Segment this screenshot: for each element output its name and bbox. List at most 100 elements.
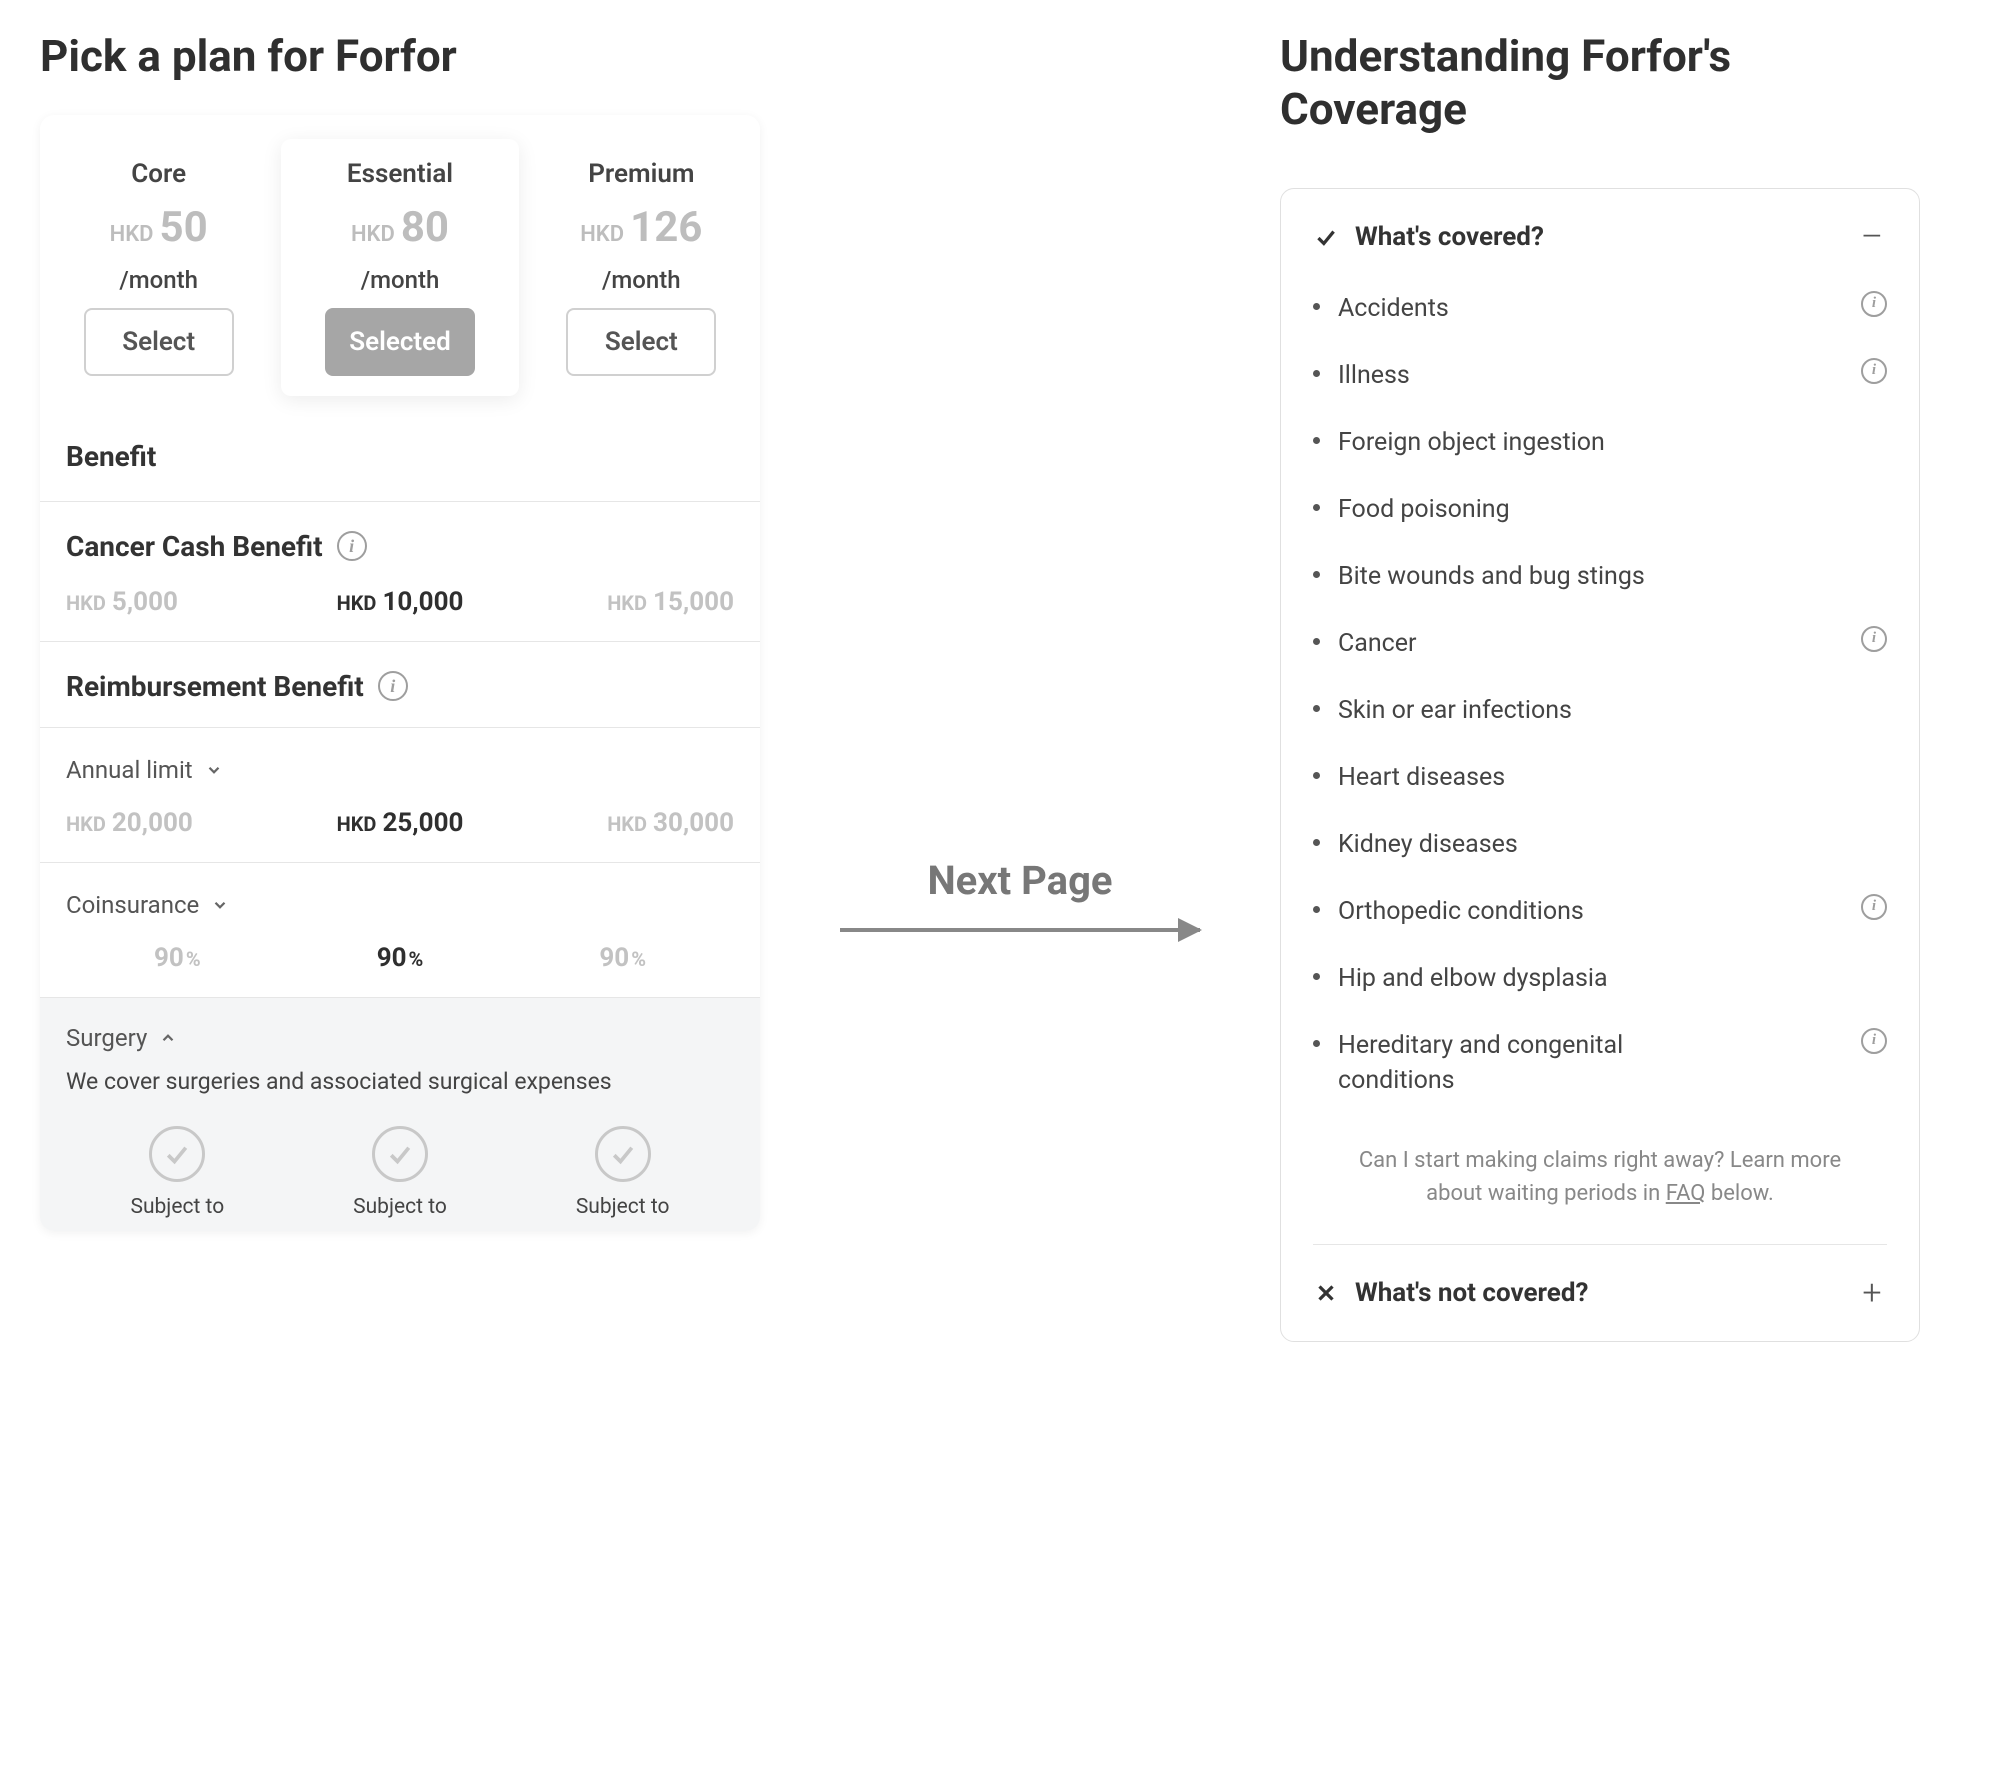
annual-premium-value: HKD30,000	[511, 808, 734, 838]
cancer-core-value: HKD5,000	[66, 587, 289, 617]
coverage-item-label: Hereditary and congenital conditions	[1338, 1028, 1698, 1098]
coverage-item: Orthopedic conditions i	[1313, 894, 1887, 929]
coinsurance-values: 90% 90% 90%	[66, 943, 734, 973]
cancer-section: Cancer Cash Benefit i HKD5,000 HKD10,000…	[40, 501, 760, 641]
coverage-item-label: Hip and elbow dysplasia	[1338, 961, 1698, 996]
plan-name: Premium	[588, 159, 694, 189]
surgery-section: Surgery We cover surgeries and associate…	[40, 997, 760, 1231]
info-icon[interactable]: i	[1861, 1028, 1887, 1054]
coverage-item: Bite wounds and bug stings	[1313, 559, 1887, 594]
surgery-label: Surgery	[66, 1024, 147, 1052]
currency-label: HKD	[580, 222, 624, 247]
bullet-icon	[1313, 437, 1320, 444]
reimbursement-title: Reimbursement Benefit	[66, 670, 364, 703]
cancer-premium-value: HKD15,000	[511, 587, 734, 617]
info-icon[interactable]: i	[378, 671, 408, 701]
plan-price: HKD 80	[351, 203, 449, 252]
surgery-toggle[interactable]: Surgery	[66, 1024, 734, 1052]
coverage-item-label: Food poisoning	[1338, 492, 1698, 527]
plan-price: HKD 50	[110, 203, 208, 252]
whats-covered-toggle[interactable]: What's covered? –	[1313, 217, 1887, 257]
expand-icon: +	[1857, 1273, 1887, 1313]
coverage-item-label: Accidents	[1338, 291, 1698, 326]
annual-limit-toggle[interactable]: Annual limit	[66, 756, 734, 784]
surgery-core-check: Subject to	[66, 1126, 289, 1221]
info-icon[interactable]: i	[337, 531, 367, 561]
surgery-description: We cover surgeries and associated surgic…	[66, 1066, 734, 1098]
coverage-item: Canceri	[1313, 626, 1887, 661]
select-core-button[interactable]: Select	[84, 308, 234, 376]
faq-text-post: below.	[1705, 1181, 1773, 1206]
bullet-icon	[1313, 772, 1320, 779]
coinsurance-core-value: 90%	[66, 943, 289, 973]
coverage-item: Skin or ear infections	[1313, 693, 1887, 728]
page-title: Pick a plan for Forfor	[40, 30, 760, 83]
info-icon[interactable]: i	[1861, 626, 1887, 652]
coverage-item-label: Orthopedic conditions	[1338, 894, 1698, 929]
bullet-icon	[1313, 504, 1320, 511]
period-label: /month	[119, 266, 198, 294]
plan-premium: Premium HKD 126 /month Select	[523, 147, 760, 388]
currency-label: HKD	[110, 222, 154, 247]
subject-to-label: Subject to	[576, 1194, 670, 1221]
whats-not-covered-label: What's not covered?	[1355, 1278, 1841, 1308]
check-icon	[595, 1126, 651, 1182]
coverage-card: What's covered? – AccidentsiIllnessiFore…	[1280, 188, 1920, 1342]
subject-to-label: Subject to	[130, 1194, 224, 1221]
reimbursement-title-row: Reimbursement Benefit i	[66, 670, 734, 703]
plans-card: Core HKD 50 /month Select Essential HKD …	[40, 115, 760, 1231]
surgery-premium-check: Subject to	[511, 1126, 734, 1221]
check-icon	[149, 1126, 205, 1182]
price-value: 50	[159, 203, 207, 252]
annual-limit-label: Annual limit	[66, 756, 193, 784]
bullet-icon	[1313, 839, 1320, 846]
plan-name: Essential	[347, 159, 453, 189]
info-icon[interactable]: i	[1861, 894, 1887, 920]
annual-core-value: HKD20,000	[66, 808, 289, 838]
coverage-item-label: Heart diseases	[1338, 760, 1698, 795]
select-essential-button[interactable]: Selected	[325, 308, 475, 376]
whats-covered-label: What's covered?	[1355, 222, 1841, 252]
coinsurance-premium-value: 90%	[511, 943, 734, 973]
select-premium-button[interactable]: Select	[566, 308, 716, 376]
coverage-title: Understanding Forfor's Coverage	[1280, 30, 1920, 136]
chevron-up-icon	[159, 1029, 177, 1047]
currency-label: HKD	[351, 222, 395, 247]
coverage-item-label: Foreign object ingestion	[1338, 425, 1698, 460]
info-icon[interactable]: i	[1861, 358, 1887, 384]
coverage-item: Foreign object ingestion	[1313, 425, 1887, 460]
check-icon	[1313, 224, 1339, 250]
bullet-icon	[1313, 303, 1320, 310]
benefit-header: Benefit	[40, 412, 760, 501]
middle-panel: Next Page	[810, 30, 1230, 1758]
info-icon[interactable]: i	[1861, 291, 1887, 317]
faq-link[interactable]: FAQ	[1666, 1181, 1706, 1206]
coverage-list: AccidentsiIllnessiForeign object ingesti…	[1313, 291, 1887, 1098]
coverage-item: Hip and elbow dysplasia	[1313, 961, 1887, 996]
bullet-icon	[1313, 705, 1320, 712]
cancer-essential-value: HKD10,000	[289, 587, 512, 617]
period-label: /month	[361, 266, 440, 294]
cancer-title-row: Cancer Cash Benefit i	[66, 530, 734, 563]
price-value: 80	[401, 203, 449, 252]
coverage-item: Kidney diseases	[1313, 827, 1887, 862]
annual-limit-section: Annual limit HKD20,000 HKD25,000 HKD30,0…	[40, 727, 760, 862]
coverage-item: Hereditary and congenital conditions i	[1313, 1028, 1887, 1098]
plan-name: Core	[131, 159, 186, 189]
coverage-item: Accidents i	[1313, 291, 1887, 326]
subject-to-label: Subject to	[353, 1194, 447, 1221]
faq-note: Can I start making claims right away? Le…	[1313, 1126, 1887, 1244]
coverage-item: Illnessi	[1313, 358, 1887, 393]
chevron-down-icon	[205, 761, 223, 779]
bullet-icon	[1313, 571, 1320, 578]
coverage-item: Heart diseases	[1313, 760, 1887, 795]
right-panel: Understanding Forfor's Coverage What's c…	[1280, 30, 1920, 1758]
check-icon	[372, 1126, 428, 1182]
x-icon	[1313, 1280, 1339, 1306]
whats-not-covered-toggle[interactable]: What's not covered? +	[1313, 1244, 1887, 1313]
plan-row: Core HKD 50 /month Select Essential HKD …	[40, 115, 760, 412]
coinsurance-toggle[interactable]: Coinsurance	[66, 891, 734, 919]
surgery-essential-check: Subject to	[289, 1126, 512, 1221]
cancer-values: HKD5,000 HKD10,000 HKD15,000	[66, 587, 734, 617]
coverage-item-label: Kidney diseases	[1338, 827, 1698, 862]
